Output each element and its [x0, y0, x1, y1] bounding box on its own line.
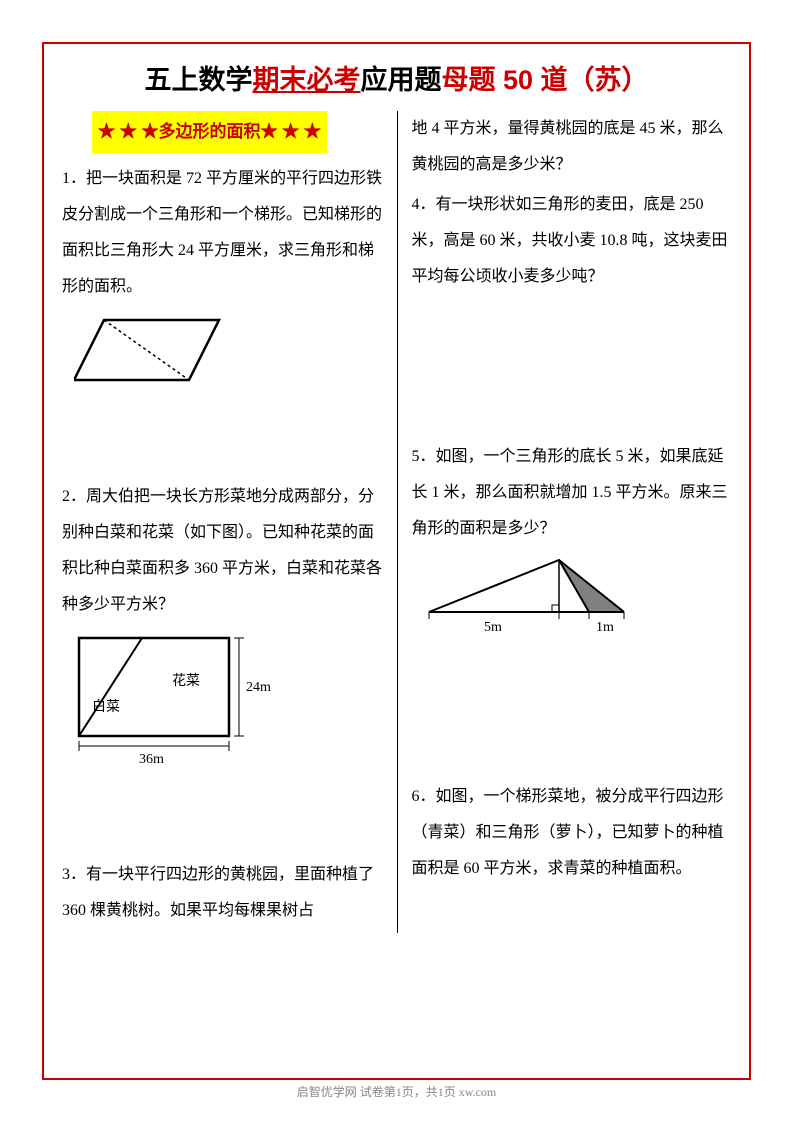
page-title: 五上数学期末必考应用题母题 50 道（苏）	[62, 58, 731, 97]
problem-3: 3．有一块平行四边形的黄桃园，里面种植了 360 棵黄桃树。如果平均每棵果树占	[62, 857, 383, 929]
spacer-3	[412, 299, 732, 439]
problem-3b: 地 4 平方米，量得黄桃园的底是 45 米，那么黄桃园的高是多少米？	[412, 111, 732, 183]
left-column: ★ ★ ★多边形的面积★ ★ ★ 1．把一块面积是 72 平方厘米的平行四边形铁…	[62, 111, 397, 933]
title-part-4: 母题 50 道（苏）	[441, 65, 648, 95]
dim-1m: 1m	[596, 620, 614, 635]
rectangle-svg: 白菜 花菜 36m 24m	[74, 633, 274, 773]
label-baicai: 白菜	[92, 699, 120, 715]
problem-1: 1．把一块面积是 72 平方厘米的平行四边形铁皮分割成一个三角形和一个梯形。已知…	[62, 161, 383, 305]
triangle-svg: 5m 1m	[424, 557, 634, 637]
title-part-2: 期末必考	[252, 65, 360, 95]
figure-triangle: 5m 1m	[424, 557, 732, 651]
page-border: 五上数学期末必考应用题母题 50 道（苏） ★ ★ ★多边形的面积★ ★ ★ 1…	[42, 42, 751, 1080]
section-badge: ★ ★ ★多边形的面积★ ★ ★	[92, 111, 327, 153]
figure-rectangle: 白菜 花菜 36m 24m	[74, 633, 383, 787]
problem-6: 6．如图，一个梯形菜地，被分成平行四边形（青菜）和三角形（萝卜），已知萝卜的种植…	[412, 779, 732, 887]
problem-2: 2．周大伯把一块长方形菜地分成两部分，分别种白菜和花菜（如下图）。已知种花菜的面…	[62, 479, 383, 623]
parallelogram-svg	[74, 315, 224, 387]
title-part-1: 五上数学	[144, 65, 252, 95]
problem-5: 5．如图，一个三角形的底长 5 米，如果底延长 1 米，那么面积就增加 1.5 …	[412, 439, 732, 547]
dim-24m: 24m	[246, 680, 271, 695]
dim-5m: 5m	[484, 620, 502, 635]
content-columns: ★ ★ ★多边形的面积★ ★ ★ 1．把一块面积是 72 平方厘米的平行四边形铁…	[62, 111, 731, 933]
spacer-1	[62, 419, 383, 479]
page-footer: 启智优学网 试卷第1页，共1页 xw.com	[0, 1083, 793, 1100]
spacer-4	[412, 669, 732, 779]
title-part-3: 应用题	[360, 65, 441, 95]
right-column: 地 4 平方米，量得黄桃园的底是 45 米，那么黄桃园的高是多少米？ 4．有一块…	[397, 111, 732, 933]
spacer-2	[62, 805, 383, 857]
label-huacai: 花菜	[172, 673, 200, 689]
dim-36m: 36m	[139, 752, 164, 767]
problem-4: 4．有一块形状如三角形的麦田，底是 250米，高是 60 米，共收小麦 10.8…	[412, 187, 732, 295]
figure-parallelogram	[74, 315, 383, 401]
